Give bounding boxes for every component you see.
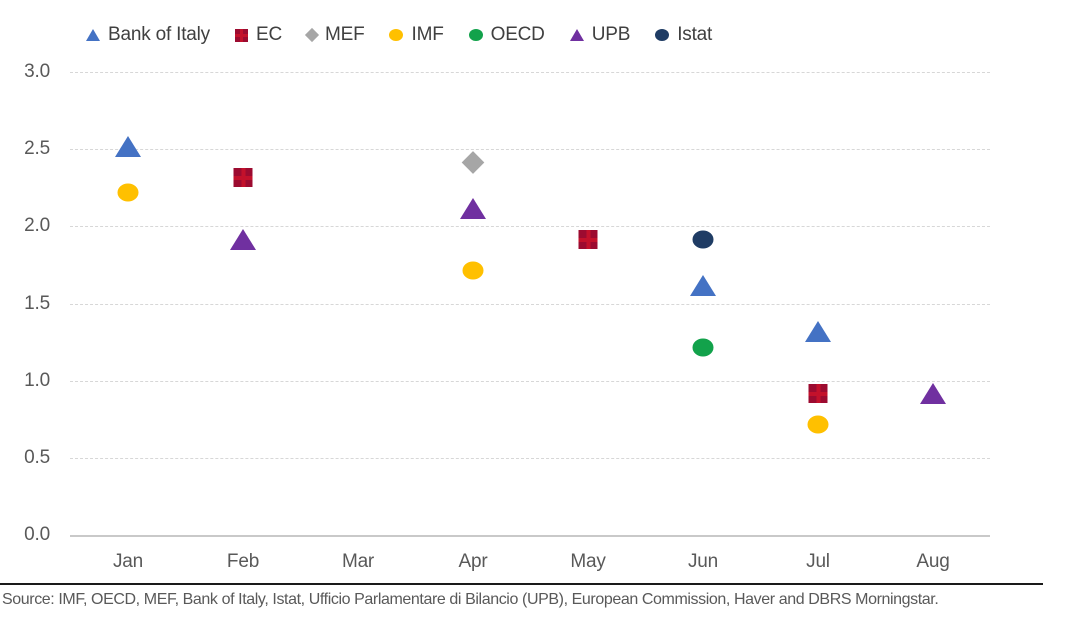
- triangle-icon: [460, 198, 486, 219]
- point-ec-jul: [808, 384, 828, 408]
- diamond-icon: [461, 151, 485, 174]
- circle-icon: [655, 29, 670, 41]
- circle-icon: [117, 183, 139, 202]
- gridline: [70, 381, 990, 382]
- legend-item-ec: EC: [234, 24, 282, 46]
- y-axis-tick-label: 0.0: [24, 524, 50, 545]
- legend: Bank of Italy EC MEF IMF OECD UPB Istat: [86, 24, 737, 46]
- y-axis-tick-label: 0.5: [24, 447, 50, 468]
- circle-icon: [462, 261, 484, 280]
- x-axis-tick-label-mar: Mar: [341, 551, 375, 572]
- legend-label: Bank of Italy: [108, 24, 210, 45]
- gridline: [70, 72, 990, 73]
- legend-item-istat: Istat: [655, 24, 712, 46]
- circle-icon: [692, 230, 714, 249]
- legend-item-oecd: OECD: [468, 24, 545, 46]
- x-axis-line: [70, 535, 990, 537]
- point-imf-jan: [117, 183, 139, 207]
- point-bank-of-italy-jan: [115, 136, 141, 162]
- y-axis-tick-label: 1.0: [24, 370, 50, 391]
- legend-label: MEF: [324, 24, 365, 45]
- point-oecd-jun: [692, 338, 714, 362]
- triangle-icon: [86, 29, 100, 41]
- x-axis-tick-label-feb: Feb: [226, 551, 260, 572]
- gridline: [70, 458, 990, 459]
- square-icon: [234, 28, 248, 42]
- point-ec-feb: [233, 168, 253, 192]
- triangle-icon: [230, 229, 256, 250]
- point-istat-jun: [692, 230, 714, 254]
- legend-item-upb: UPB: [569, 24, 631, 46]
- gridline: [70, 149, 990, 150]
- legend-label: IMF: [411, 24, 444, 45]
- point-mef-apr: [461, 151, 485, 176]
- point-imf-apr: [462, 261, 484, 285]
- y-axis-tick-label: 1.5: [24, 293, 50, 314]
- point-upb-apr: [460, 198, 486, 224]
- square-icon: [808, 384, 828, 403]
- y-axis-tick-label: 3.0: [24, 61, 50, 82]
- square-icon: [233, 168, 253, 187]
- point-bank-of-italy-jun: [690, 275, 716, 301]
- point-ec-may: [578, 230, 598, 254]
- point-upb-feb: [230, 229, 256, 255]
- point-upb-aug: [920, 383, 946, 409]
- triangle-icon: [920, 383, 946, 404]
- y-axis-tick-label: 2.5: [24, 138, 50, 159]
- diamond-icon: [304, 27, 320, 43]
- legend-label: EC: [255, 24, 282, 45]
- footer-divider: [0, 583, 1043, 585]
- y-axis-tick-label: 2.0: [24, 215, 50, 236]
- legend-item-bank-of-italy: Bank of Italy: [86, 24, 210, 46]
- source-note: Source: IMF, OECD, MEF, Bank of Italy, I…: [2, 591, 939, 608]
- x-axis-tick-label-may: May: [570, 551, 606, 572]
- x-axis-tick-label-apr: Apr: [458, 551, 488, 572]
- triangle-icon: [805, 321, 831, 342]
- triangle-icon: [690, 275, 716, 296]
- circle-icon: [692, 338, 714, 357]
- triangle-icon: [115, 136, 141, 157]
- point-imf-jul: [807, 415, 829, 439]
- square-icon: [578, 230, 598, 249]
- triangle-icon: [569, 29, 584, 41]
- circle-icon: [807, 415, 829, 434]
- x-axis-tick-label-jan: Jan: [112, 551, 144, 572]
- legend-label: Istat: [677, 24, 713, 45]
- gridline: [70, 304, 990, 305]
- gridline: [70, 226, 990, 227]
- circle-icon: [468, 29, 483, 41]
- legend-label: OECD: [490, 24, 545, 45]
- x-axis-tick-label-jun: Jun: [687, 551, 719, 572]
- point-bank-of-italy-jul: [805, 321, 831, 347]
- x-axis-tick-label-jul: Jul: [806, 551, 830, 572]
- x-axis-tick-label-aug: Aug: [916, 551, 950, 572]
- legend-item-imf: IMF: [389, 24, 444, 46]
- legend-label: UPB: [591, 24, 631, 45]
- legend-item-mef: MEF: [304, 24, 365, 46]
- circle-icon: [389, 29, 404, 41]
